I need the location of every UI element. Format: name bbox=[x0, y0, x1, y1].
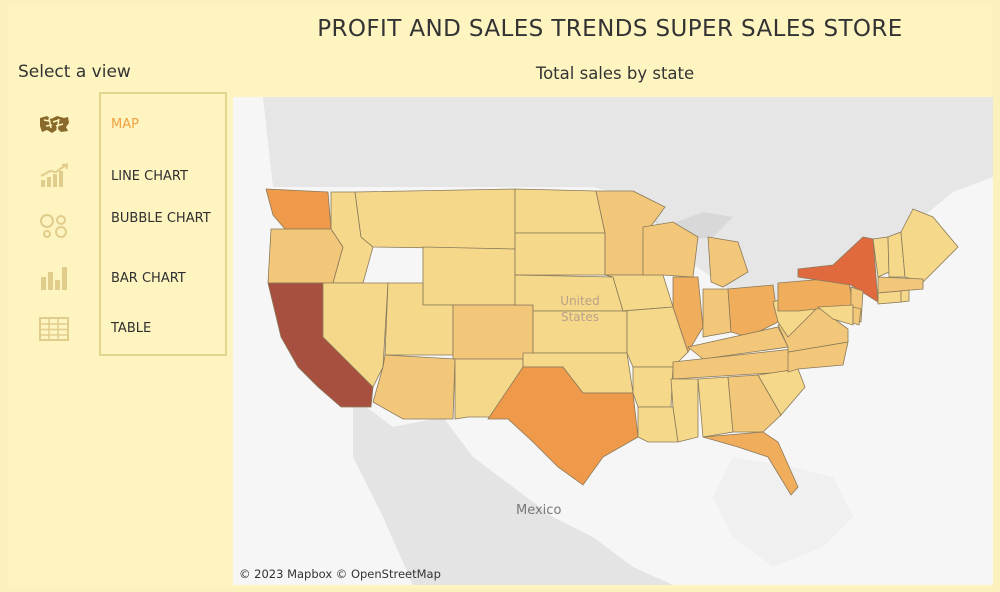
state-north-dakota[interactable] bbox=[514, 188, 606, 234]
state-maine[interactable] bbox=[900, 208, 959, 283]
state-louisiana[interactable] bbox=[637, 406, 679, 443]
state-texas[interactable] bbox=[487, 366, 639, 486]
state-wyoming[interactable] bbox=[422, 246, 516, 306]
state-connecticut[interactable] bbox=[877, 290, 902, 305]
map-canvas[interactable] bbox=[233, 97, 993, 585]
view-option-map[interactable]: MAP bbox=[111, 117, 139, 132]
map-title: Total sales by state bbox=[535, 64, 695, 83]
state-delaware[interactable] bbox=[852, 306, 862, 326]
view-option-line-chart[interactable]: LINE CHART bbox=[111, 169, 188, 184]
select-view-heading: Select a view bbox=[18, 62, 131, 82]
state-arkansas[interactable] bbox=[632, 366, 674, 408]
state-mississippi[interactable] bbox=[670, 378, 699, 443]
bar-chart-icon[interactable] bbox=[26, 258, 82, 298]
bubble-chart-icon[interactable] bbox=[26, 206, 82, 246]
map-attribution[interactable]: © 2023 Mapbox © OpenStreetMap bbox=[239, 567, 441, 581]
state-rhode-island[interactable] bbox=[900, 289, 910, 303]
state-south-carolina[interactable] bbox=[757, 368, 806, 416]
view-option-bar-chart[interactable]: BAR CHART bbox=[111, 271, 186, 286]
state-arizona[interactable] bbox=[372, 354, 456, 420]
state-montana[interactable] bbox=[354, 188, 516, 250]
view-option-bubble-chart[interactable]: BUBBLE CHART bbox=[111, 211, 211, 226]
state-new-york[interactable] bbox=[797, 236, 879, 303]
sales-map[interactable]: United States Mexico © 2023 Mapbox © Ope… bbox=[233, 97, 993, 585]
mexico-land bbox=[353, 397, 673, 585]
state-massachusetts[interactable] bbox=[877, 276, 924, 294]
state-florida[interactable] bbox=[702, 431, 799, 496]
line-chart-icon[interactable] bbox=[26, 156, 82, 196]
map-icon[interactable] bbox=[26, 104, 82, 144]
state-indiana[interactable] bbox=[702, 288, 732, 338]
state-colorado[interactable] bbox=[452, 304, 534, 360]
state-michigan[interactable] bbox=[707, 236, 749, 288]
state-shapes[interactable] bbox=[265, 188, 959, 496]
state-georgia[interactable] bbox=[727, 374, 782, 433]
dashboard-title: PROFIT AND SALES TRENDS SUPER SALES STOR… bbox=[317, 16, 903, 42]
view-selector-box: MAP LINE CHART BUBBLE CHART BAR CHART TA… bbox=[99, 92, 227, 356]
state-oregon[interactable] bbox=[267, 228, 344, 284]
country-label: United States bbox=[560, 294, 600, 324]
mexico-label: Mexico bbox=[516, 503, 562, 518]
state-illinois[interactable] bbox=[672, 276, 704, 353]
table-icon[interactable] bbox=[26, 309, 82, 349]
canada-land bbox=[233, 97, 993, 302]
view-option-table[interactable]: TABLE bbox=[111, 321, 152, 336]
state-south-dakota[interactable] bbox=[514, 232, 606, 276]
state-alabama[interactable] bbox=[697, 376, 734, 438]
state-maryland[interactable] bbox=[816, 304, 854, 326]
state-nevada[interactable] bbox=[322, 282, 389, 388]
state-ohio[interactable] bbox=[727, 284, 779, 338]
gulf-water bbox=[713, 457, 853, 567]
